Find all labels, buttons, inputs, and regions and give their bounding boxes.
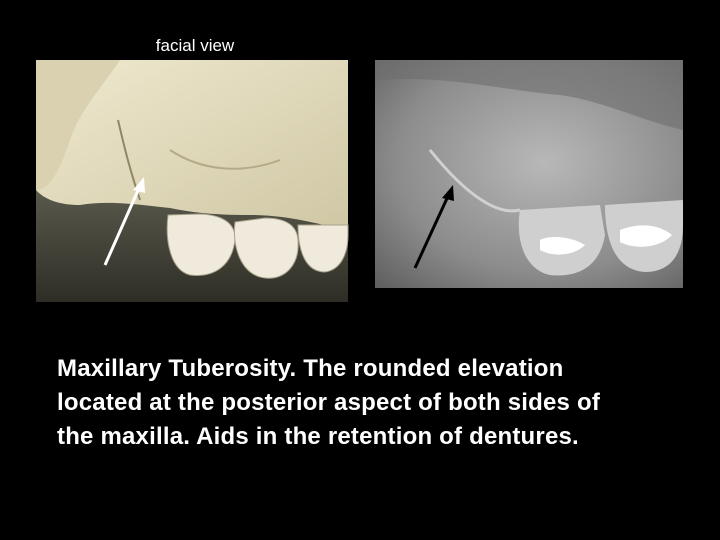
skull-photo [36,60,349,302]
caption-line: the maxilla. Aids in the retention of de… [57,423,579,450]
arrow [103,177,145,266]
image-label: facial view [155,36,235,55]
xray-image [375,60,683,288]
caption-line: Maxillary Tuberosity. The rounded elevat… [57,355,564,382]
caption: Maxillary Tuberosity. The rounded elevat… [57,352,600,454]
caption-line: located at the posterior aspect of both … [57,389,601,416]
arrow [413,185,454,269]
